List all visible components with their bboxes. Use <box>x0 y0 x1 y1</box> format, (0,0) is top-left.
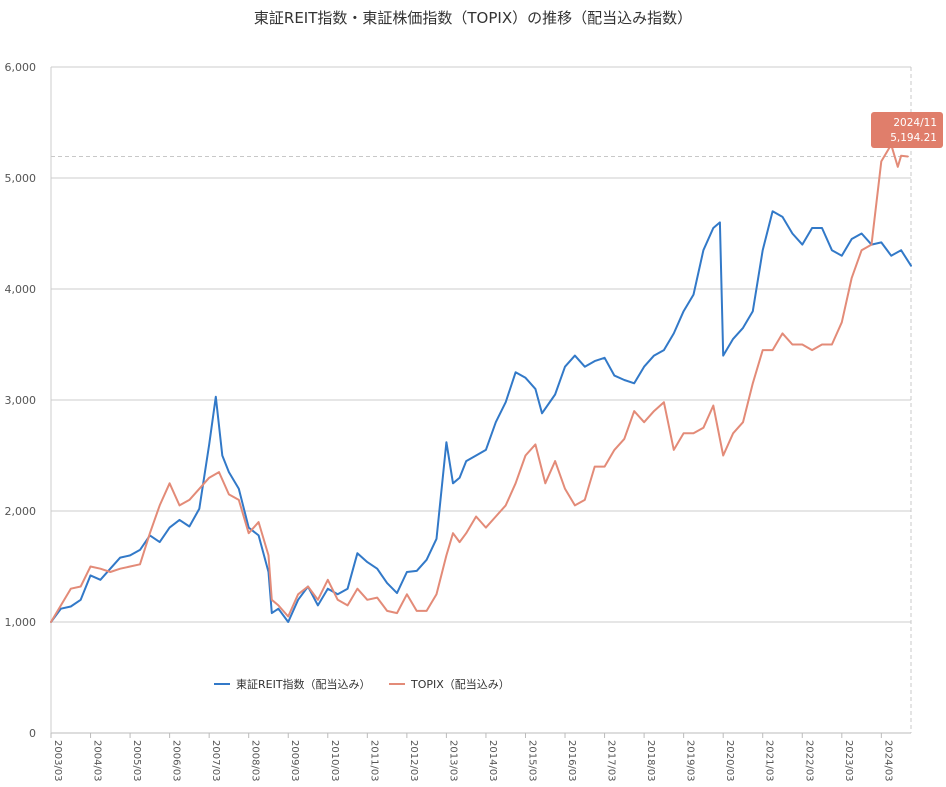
x-tick-label: 2021/03 <box>764 740 775 782</box>
x-tick-label: 2024/03 <box>882 740 893 782</box>
tooltip: 2024/11 5,194.21 <box>871 112 943 148</box>
legend-label: TOPIX（配当込み） <box>410 677 510 691</box>
x-tick-label: 2004/03 <box>92 740 103 782</box>
legend-item-topix[interactable]: TOPIX（配当込み） <box>389 677 510 691</box>
x-tick-label: 2022/03 <box>803 740 814 782</box>
y-tick-label: 3,000 <box>5 394 37 407</box>
y-tick-label: 6,000 <box>5 61 37 74</box>
x-tick-label: 2018/03 <box>645 740 656 782</box>
x-tick-label: 2017/03 <box>606 740 617 782</box>
x-tick-label: 2023/03 <box>843 740 854 782</box>
x-tick-label: 2009/03 <box>289 740 300 782</box>
tooltip-box <box>871 112 943 148</box>
legend-item-reit[interactable]: 東証REIT指数（配当込み） <box>214 677 371 691</box>
grid-layer <box>51 66 912 734</box>
legend-label: 東証REIT指数（配当込み） <box>236 677 371 691</box>
series-topix-line <box>50 143 909 623</box>
y-tick-label: 4,000 <box>5 283 37 296</box>
y-tick-label: 0 <box>29 727 36 740</box>
x-tick-label: 2020/03 <box>724 740 735 782</box>
tooltip-value: 5,194.21 <box>890 132 937 144</box>
x-tick-label: 2016/03 <box>566 740 577 782</box>
x-tick-label: 2019/03 <box>685 740 696 782</box>
y-tick-label: 2,000 <box>5 505 37 518</box>
x-tick-label: 2013/03 <box>447 740 458 782</box>
tooltip-date: 2024/11 <box>893 117 937 129</box>
chart-title: 東証REIT指数・東証株価指数（TOPIX）の推移（配当込み指数） <box>253 9 693 27</box>
axis-layer: 0 1,000 2,000 3,000 4,000 5,000 6,000 2003/03 20… <box>5 61 894 782</box>
legend[interactable]: 東証REIT指数（配当込み） TOPIX（配当込み） <box>214 677 510 691</box>
x-tick-label: 2012/03 <box>408 740 419 782</box>
x-tick-label: 2005/03 <box>131 740 142 782</box>
series-layer <box>50 143 912 623</box>
y-tick-label: 5,000 <box>5 172 37 185</box>
series-reit-line <box>50 210 912 623</box>
y-tick-label: 1,000 <box>5 616 37 629</box>
x-tick-label: 2010/03 <box>329 740 340 782</box>
x-tick-label: 2003/03 <box>52 740 63 782</box>
x-tick-label: 2015/03 <box>526 740 537 782</box>
x-tick-label: 2014/03 <box>487 740 498 782</box>
x-tick-label: 2008/03 <box>250 740 261 782</box>
x-tick-label: 2011/03 <box>368 740 379 782</box>
x-tick-label: 2007/03 <box>210 740 221 782</box>
x-tick-label: 2006/03 <box>171 740 182 782</box>
